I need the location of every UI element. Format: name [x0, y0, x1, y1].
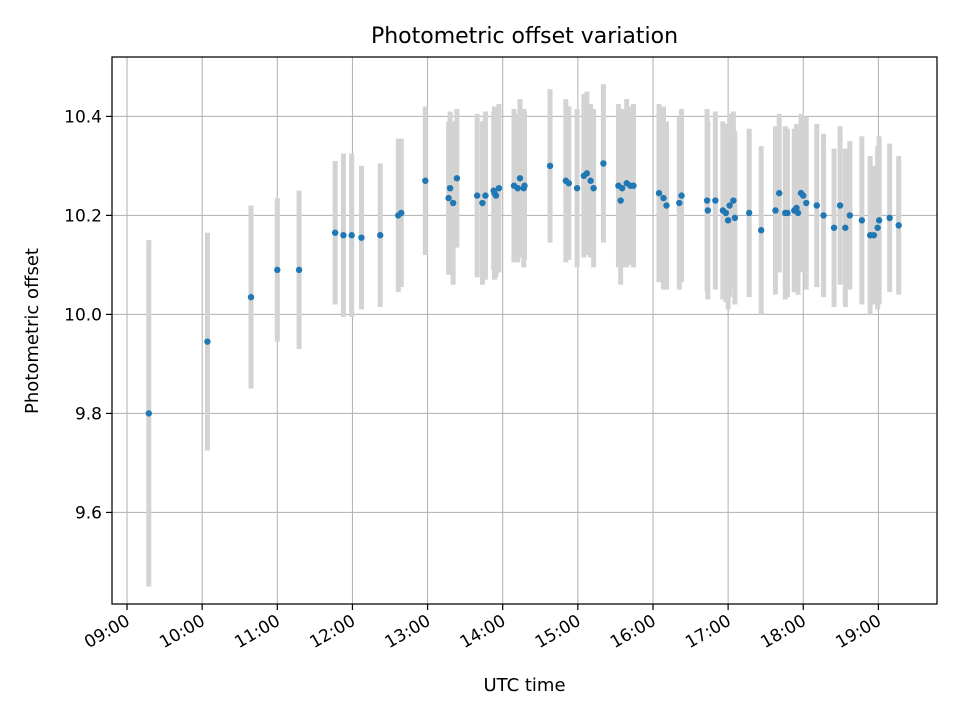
data-point	[776, 189, 783, 197]
data-point	[565, 180, 573, 187]
data-point	[449, 199, 457, 207]
data-point	[858, 217, 866, 224]
x-axis-label: UTC time	[483, 675, 565, 696]
data-point	[663, 202, 670, 209]
data-point	[722, 209, 730, 217]
chart-title: Photometric offset variation	[371, 24, 678, 49]
data-point	[590, 184, 597, 192]
data-point	[453, 175, 461, 182]
data-point	[772, 207, 779, 214]
data-point	[546, 162, 554, 170]
data-point	[445, 194, 452, 202]
data-point	[587, 177, 594, 184]
data-point	[274, 266, 281, 274]
data-points	[145, 160, 902, 417]
data-point	[600, 160, 607, 167]
data-point	[704, 207, 712, 214]
data-point	[874, 224, 881, 231]
data-point	[655, 189, 663, 197]
data-point	[446, 184, 454, 192]
data-point	[875, 217, 883, 224]
data-point	[712, 197, 719, 204]
data-point	[678, 192, 685, 199]
data-point	[676, 199, 683, 207]
y-tick-label: 10.0	[64, 305, 102, 325]
y-tick-label: 9.6	[75, 503, 102, 523]
data-point	[731, 214, 739, 222]
data-point	[836, 202, 844, 209]
data-point	[377, 232, 384, 239]
data-point	[730, 197, 737, 204]
data-point	[724, 217, 732, 224]
data-point	[398, 209, 405, 217]
data-point	[331, 229, 339, 236]
y-axis-ticks: 9.6 9.8 10.0 10.2 10.4	[64, 107, 112, 523]
data-point	[340, 232, 347, 239]
data-point	[703, 197, 711, 204]
data-point	[803, 199, 810, 207]
data-point	[630, 182, 637, 189]
data-point	[145, 410, 153, 417]
data-point	[247, 293, 255, 301]
data-point	[348, 232, 355, 239]
data-point	[726, 202, 733, 209]
data-point	[514, 184, 521, 192]
data-point	[660, 194, 667, 202]
data-point	[784, 209, 791, 217]
plot-frame	[111, 56, 938, 605]
data-point	[495, 184, 503, 192]
data-point	[583, 170, 591, 177]
data-point	[886, 214, 893, 222]
data-point	[820, 212, 827, 219]
data-point	[745, 209, 753, 217]
data-point	[573, 184, 581, 192]
y-tick-label: 9.8	[75, 404, 102, 424]
data-point	[794, 209, 802, 217]
data-point	[870, 232, 878, 239]
data-point	[813, 202, 820, 209]
data-point	[618, 184, 626, 192]
data-point	[422, 177, 429, 184]
data-point	[830, 224, 838, 231]
y-tick-label: 10.2	[64, 206, 102, 226]
data-point	[895, 222, 902, 229]
data-point	[358, 234, 365, 241]
data-point	[204, 338, 211, 345]
data-point	[842, 224, 849, 231]
y-axis-label: Photometric offset	[22, 248, 43, 414]
y-tick-label: 10.4	[64, 107, 102, 127]
data-point	[521, 182, 528, 189]
data-point	[482, 192, 489, 199]
data-point	[846, 212, 854, 219]
data-point	[793, 204, 800, 212]
data-point	[473, 192, 481, 199]
data-point	[617, 197, 624, 204]
data-point	[295, 266, 303, 274]
data-point	[492, 192, 500, 199]
data-point	[757, 227, 765, 234]
data-point	[516, 175, 524, 182]
data-point	[800, 192, 807, 199]
data-point	[479, 199, 486, 207]
